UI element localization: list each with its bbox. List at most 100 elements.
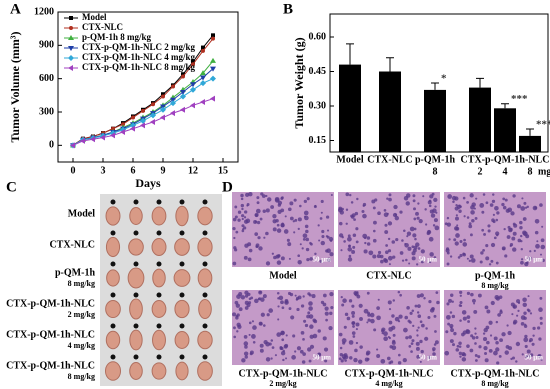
nucleus bbox=[233, 335, 237, 339]
nucleus bbox=[525, 355, 529, 359]
x-tick-label: 3 bbox=[101, 165, 106, 176]
nucleus bbox=[503, 227, 506, 231]
nucleus bbox=[411, 339, 415, 343]
nucleus bbox=[285, 334, 288, 337]
nucleus bbox=[405, 258, 408, 262]
bar bbox=[379, 71, 401, 152]
nucleus bbox=[352, 233, 357, 238]
data-point bbox=[200, 75, 206, 81]
tumor bbox=[129, 329, 143, 351]
nucleus bbox=[478, 345, 482, 349]
nucleus bbox=[237, 210, 242, 214]
x-tick-label: Model bbox=[336, 154, 363, 165]
error-bar bbox=[526, 128, 534, 136]
row-label: CTX-NLC bbox=[49, 239, 95, 250]
nucleus bbox=[483, 232, 487, 236]
nucleus bbox=[263, 339, 268, 345]
nucleus bbox=[493, 336, 498, 341]
nucleus bbox=[243, 216, 247, 219]
scale-bar-label: 50 μm bbox=[312, 354, 331, 362]
nucleus bbox=[504, 198, 508, 202]
nucleus bbox=[361, 209, 365, 214]
nucleus bbox=[393, 204, 398, 210]
nucleus bbox=[270, 205, 275, 209]
data-point bbox=[211, 36, 215, 41]
nucleus bbox=[338, 332, 343, 337]
nucleus bbox=[272, 227, 277, 232]
x-tick-label: 12 bbox=[188, 165, 198, 176]
nucleus bbox=[355, 227, 359, 231]
nucleus bbox=[451, 195, 457, 201]
tumor bbox=[175, 361, 189, 381]
nucleus bbox=[262, 324, 266, 327]
nucleus bbox=[258, 290, 263, 295]
nucleus bbox=[245, 218, 251, 224]
data-point bbox=[170, 110, 175, 117]
nucleus bbox=[351, 213, 356, 217]
legend-marker bbox=[68, 55, 74, 61]
nucleus bbox=[241, 224, 245, 228]
nucleus bbox=[433, 343, 437, 346]
marker-dot bbox=[202, 199, 208, 205]
series-line bbox=[72, 68, 214, 146]
nucleus bbox=[416, 216, 420, 220]
data-point bbox=[210, 66, 216, 72]
nucleus bbox=[414, 304, 418, 308]
nucleus bbox=[394, 213, 398, 216]
nucleus bbox=[321, 229, 325, 234]
nucleus bbox=[482, 193, 486, 196]
nucleus bbox=[540, 244, 546, 250]
nucleus bbox=[258, 246, 263, 251]
legend-marker bbox=[68, 35, 74, 40]
nucleus bbox=[401, 259, 405, 262]
nucleus bbox=[364, 357, 369, 362]
nucleus bbox=[525, 234, 530, 239]
scale-bar-label: 50 μm bbox=[312, 256, 331, 264]
nucleus bbox=[385, 250, 389, 255]
nucleus bbox=[330, 193, 333, 197]
nucleus bbox=[309, 324, 314, 329]
nucleus bbox=[471, 202, 476, 207]
nucleus bbox=[399, 293, 402, 297]
nucleus bbox=[406, 235, 409, 238]
nucleus bbox=[415, 346, 420, 351]
nucleus bbox=[391, 340, 396, 345]
marker-dot bbox=[202, 323, 208, 329]
nucleus bbox=[324, 359, 328, 363]
nucleus bbox=[521, 197, 524, 200]
tumor bbox=[129, 207, 143, 225]
marker-dot bbox=[133, 199, 139, 205]
nucleus bbox=[532, 326, 536, 331]
nucleus bbox=[466, 291, 471, 295]
y-tick-label: 0.30 bbox=[309, 100, 327, 111]
nucleus bbox=[512, 194, 516, 198]
nucleus bbox=[387, 255, 393, 261]
nucleus bbox=[305, 247, 310, 252]
nucleus bbox=[468, 224, 473, 229]
nucleus bbox=[348, 244, 351, 248]
nucleus bbox=[270, 357, 273, 360]
nucleus bbox=[309, 257, 313, 261]
nucleus bbox=[510, 211, 515, 216]
nucleus bbox=[466, 216, 470, 219]
tumor bbox=[174, 331, 190, 349]
nucleus bbox=[339, 210, 345, 215]
nucleus bbox=[504, 254, 508, 258]
nucleus bbox=[445, 330, 449, 334]
nucleus bbox=[462, 330, 467, 335]
nucleus bbox=[526, 349, 531, 354]
nucleus bbox=[354, 211, 359, 216]
data-point bbox=[150, 112, 156, 119]
plot-frame bbox=[57, 11, 239, 163]
nucleus bbox=[386, 197, 389, 200]
nucleus bbox=[251, 320, 255, 323]
nucleus bbox=[538, 307, 543, 312]
nucleus bbox=[356, 197, 359, 201]
nucleus bbox=[406, 306, 410, 310]
marker-dot bbox=[110, 292, 116, 298]
nucleus bbox=[495, 231, 500, 236]
nucleus bbox=[481, 210, 485, 214]
nucleus bbox=[237, 324, 242, 330]
nucleus bbox=[348, 254, 352, 258]
